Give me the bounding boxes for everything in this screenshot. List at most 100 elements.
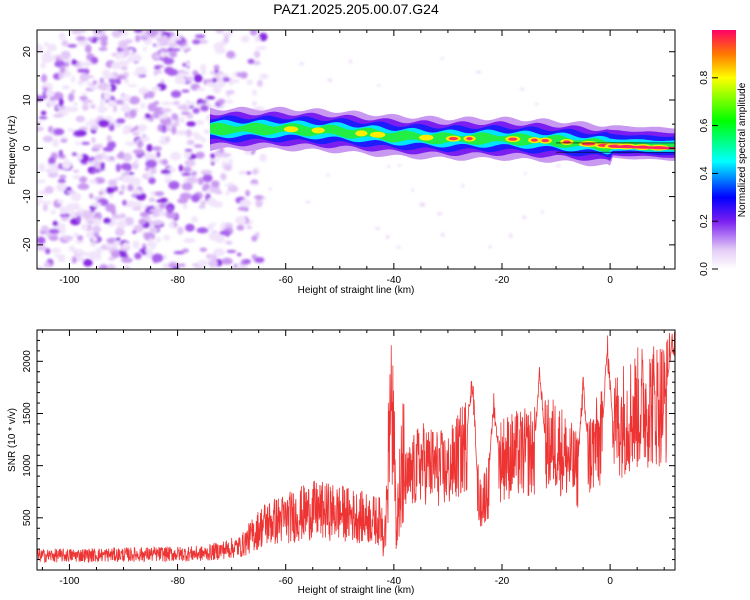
noise-blob: [187, 76, 193, 82]
noise-blob: [156, 151, 161, 158]
noise-blob: [216, 42, 221, 50]
noise-blob: [179, 116, 185, 124]
noise-blob: [522, 215, 527, 220]
noise-blob: [85, 231, 97, 239]
noise-blob: [61, 85, 71, 90]
noise-blob: [192, 39, 201, 45]
noise-blob: [132, 230, 137, 234]
noise-blob: [152, 146, 162, 151]
noise-blob: [37, 201, 41, 206]
noise-blob: [268, 186, 272, 192]
noise-blob: [73, 101, 78, 107]
colorbar-tick-label: 0.6: [699, 118, 710, 132]
noise-blob: [37, 95, 45, 102]
noise-blob: [192, 107, 200, 114]
noise-blob: [226, 50, 236, 59]
noise-blob: [236, 262, 243, 269]
noise-blob: [299, 62, 305, 66]
noise-blob: [305, 200, 311, 204]
noise-blob: [144, 152, 151, 161]
noise-blob: [119, 51, 125, 59]
noise-blob: [129, 109, 137, 118]
noise-blob: [102, 146, 114, 152]
noise-blob: [71, 60, 78, 65]
noise-blob: [146, 143, 153, 152]
noise-blob: [208, 185, 221, 193]
noise-blob: [461, 183, 465, 188]
noise-blob: [132, 131, 140, 136]
noise-blob: [161, 101, 173, 106]
noise-blob: [42, 86, 49, 91]
signal-band-layer: [210, 122, 675, 152]
noise-blob: [509, 233, 513, 238]
noise-blob: [240, 35, 250, 43]
noise-blob: [121, 257, 133, 263]
noise-blob: [159, 35, 169, 45]
noise-blob: [47, 163, 59, 168]
noise-blob: [160, 169, 171, 175]
noise-blob: [71, 75, 76, 83]
noise-blob: [129, 53, 136, 58]
noise-blob: [75, 129, 87, 137]
snr-xtick-label: -40: [387, 576, 402, 587]
snr-ytick-label: 500: [22, 509, 33, 526]
noise-blob: [76, 35, 86, 42]
noise-blob: [81, 251, 91, 257]
noise-blob: [132, 71, 141, 76]
noise-blob: [92, 144, 104, 149]
snr-ytick-label: 1500: [22, 402, 33, 425]
noise-blob: [170, 90, 182, 98]
noise-blob: [375, 226, 381, 230]
noise-blob: [119, 254, 129, 258]
noise-blob: [74, 141, 81, 146]
noise-blob: [76, 153, 83, 161]
noise-blob: [252, 60, 261, 66]
noise-blob: [58, 73, 64, 80]
noise-blob: [191, 215, 198, 223]
noise-blob: [58, 174, 67, 179]
noise-blob: [73, 232, 79, 238]
noise-blob: [92, 236, 98, 243]
noise-blob: [255, 46, 268, 50]
noise-blob: [385, 234, 390, 239]
noise-blob: [208, 158, 220, 163]
noise-blob: [116, 153, 125, 159]
noise-blob: [138, 218, 147, 225]
noise-blob: [132, 240, 140, 249]
noise-blob: [185, 62, 191, 66]
noise-blob: [90, 56, 99, 64]
noise-blob: [188, 113, 193, 118]
noise-blob: [181, 172, 192, 177]
signal-hotspot-core: [448, 137, 458, 141]
noise-blob: [125, 141, 136, 146]
noise-blob: [396, 245, 401, 249]
noise-blob: [50, 248, 62, 253]
spectrogram-ytick-label: 10: [22, 94, 33, 106]
noise-blob: [77, 40, 89, 46]
signal-tail: [610, 145, 675, 150]
noise-blob: [115, 237, 121, 241]
noise-blob: [61, 160, 72, 170]
noise-blob: [203, 183, 210, 190]
noise-blob: [48, 228, 60, 234]
noise-blob: [57, 253, 66, 263]
noise-blob: [48, 156, 56, 166]
noise-blob: [149, 208, 161, 213]
noise-blob: [72, 169, 80, 173]
noise-blob: [49, 167, 60, 174]
noise-blob: [81, 141, 91, 145]
noise-blob: [181, 248, 189, 253]
noise-blob: [37, 266, 44, 269]
noise-blob: [387, 165, 391, 168]
noise-blob: [105, 186, 115, 194]
noise-blob: [251, 101, 257, 106]
noise-blob: [70, 192, 82, 202]
noise-blob: [120, 213, 126, 219]
snr-xtick-label: -100: [59, 576, 79, 587]
noise-blob: [59, 64, 66, 74]
noise-blob: [206, 197, 217, 206]
spectrogram-noise: [37, 30, 561, 269]
noise-blob: [99, 98, 105, 107]
spectrogram-xtick-label: 0: [607, 275, 613, 286]
noise-blob: [115, 163, 121, 172]
